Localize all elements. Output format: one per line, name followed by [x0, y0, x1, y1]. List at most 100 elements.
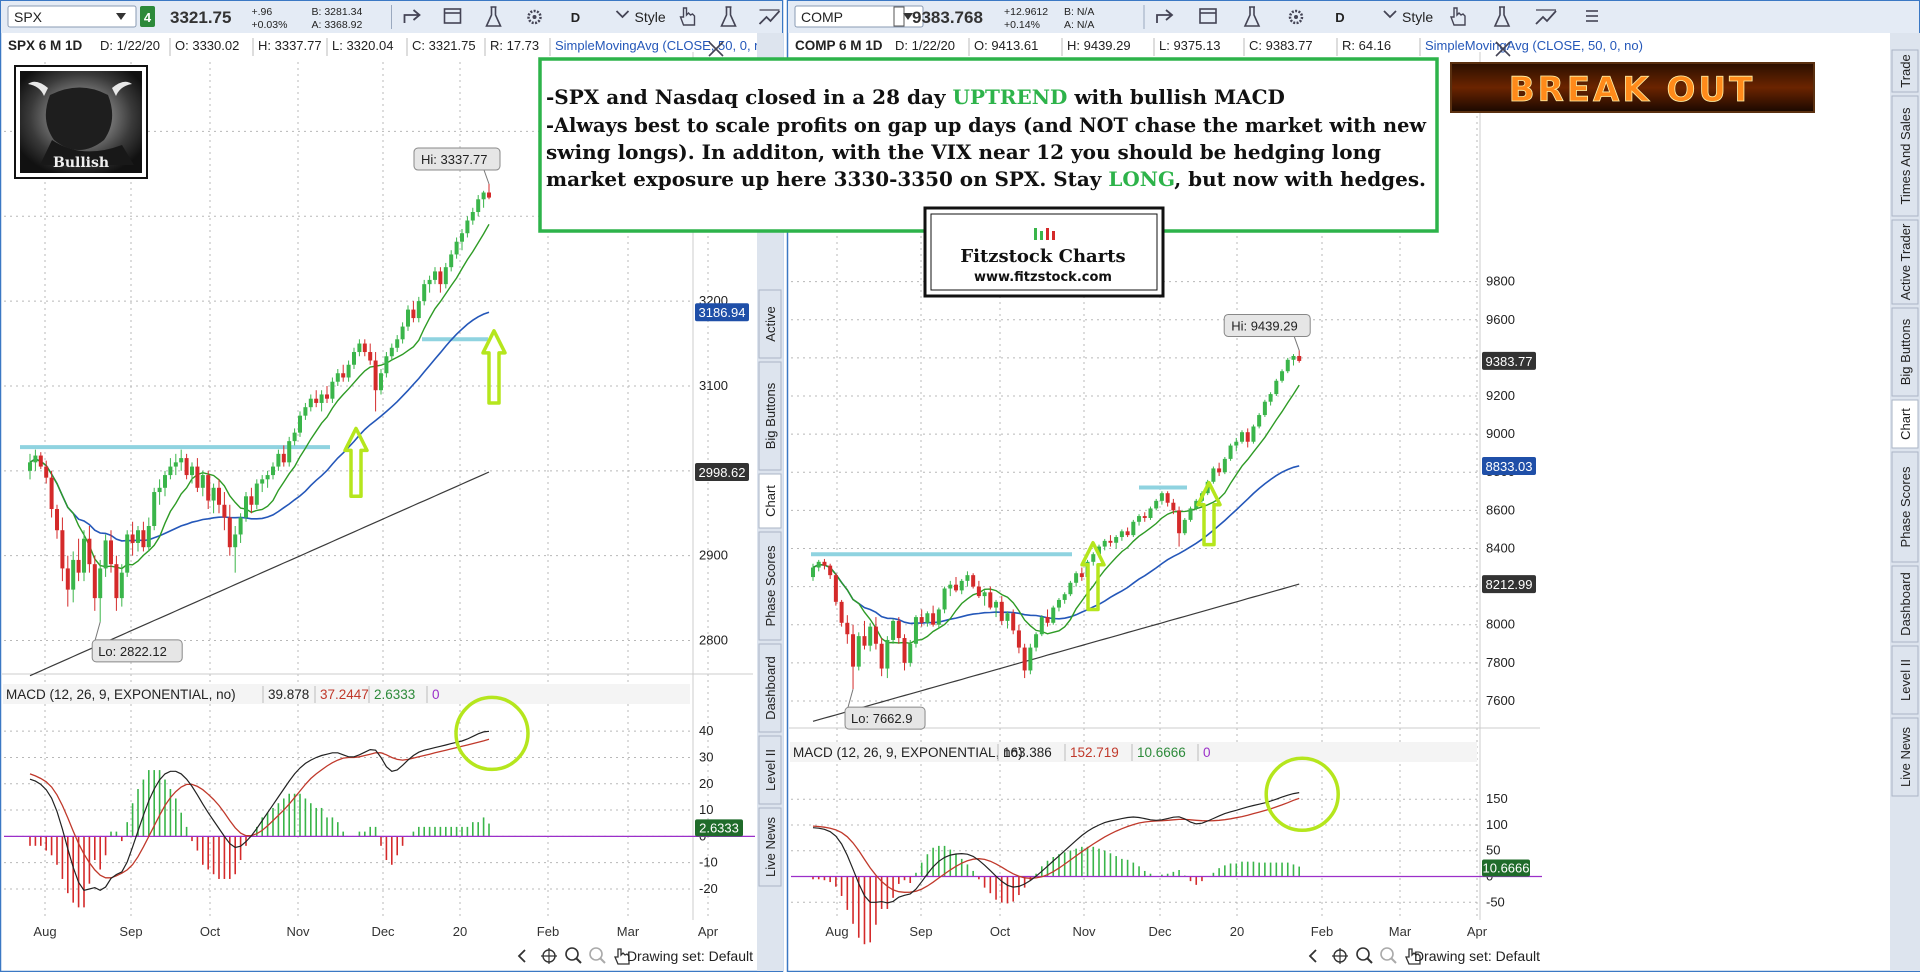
beaker-icon[interactable]: [1493, 6, 1511, 27]
candle-body: [833, 575, 838, 602]
net-change: +.96: [252, 6, 273, 18]
x-tick-label: Sep: [119, 924, 142, 939]
flask-icon[interactable]: [1243, 6, 1261, 27]
side-tab-dashboard[interactable]: [758, 643, 782, 733]
drawing-set-selector[interactable]: Drawing set: Default: [627, 948, 753, 964]
candle-body: [400, 326, 405, 340]
style-button[interactable]: Style: [1402, 9, 1433, 25]
last-price: 9383.768: [912, 8, 983, 27]
side-tab-level-ii[interactable]: [1891, 645, 1919, 715]
candle-body: [1274, 380, 1279, 395]
side-tab-label: Dashboard: [763, 656, 778, 720]
calendar-icon[interactable]: [443, 8, 462, 24]
bull-horns: [28, 81, 132, 96]
side-tab-label: Dashboard: [1898, 572, 1913, 636]
header-range: R: 17.73: [490, 38, 539, 53]
period-button[interactable]: D: [1335, 10, 1344, 25]
link-badge[interactable]: [140, 6, 155, 27]
logo-candle-icon: [1046, 228, 1049, 240]
side-tab-chart[interactable]: [1891, 399, 1919, 449]
side-tab-active[interactable]: [758, 289, 782, 359]
lo-label: Lo: 2822.12: [98, 644, 167, 659]
candle-body: [1137, 516, 1142, 522]
candle-body: [465, 220, 470, 234]
hand-icon[interactable]: [679, 7, 696, 26]
candle-body: [1114, 537, 1119, 543]
side-tab-trade[interactable]: [1891, 49, 1919, 93]
drawing-set-selector[interactable]: Drawing set: Default: [1414, 948, 1540, 964]
scroll-left-icon[interactable]: [1308, 949, 1317, 963]
hi-label: Hi: 9439.29: [1231, 318, 1298, 333]
candle-body: [368, 352, 373, 361]
candle-body: [1182, 519, 1187, 534]
side-tab-live-news[interactable]: [758, 807, 782, 887]
symbol-input[interactable]: [7, 5, 137, 28]
side-tab-times-and-sales[interactable]: [1891, 95, 1919, 217]
beaker-icon[interactable]: [720, 6, 737, 27]
candle-body: [103, 540, 108, 569]
zoom-out-icon[interactable]: [1380, 947, 1394, 961]
calendar-icon[interactable]: [1199, 8, 1217, 24]
hi-label-box: [1223, 313, 1311, 337]
side-tab-label: Trade: [1898, 54, 1913, 87]
side-tab-phase-scores[interactable]: [758, 531, 782, 641]
side-tab-label: Times And Sales: [1898, 107, 1913, 205]
side-tab-chart[interactable]: [758, 473, 782, 529]
symbol-selector[interactable]: SPX: [7, 5, 137, 28]
close-icon[interactable]: [708, 41, 724, 57]
share-icon[interactable]: [1156, 9, 1174, 23]
side-tab-active-trader[interactable]: [1891, 219, 1919, 305]
period-button[interactable]: D: [571, 10, 580, 25]
macd-badge-text: 10.6666: [1483, 861, 1530, 876]
macd-signal-line: [812, 797, 1300, 893]
candle-body: [384, 356, 389, 374]
candle-body: [373, 360, 378, 391]
scroll-left-icon[interactable]: [517, 949, 526, 963]
bull-head: [45, 87, 113, 150]
candle-body: [292, 432, 297, 442]
flask-icon[interactable]: [485, 6, 502, 27]
chevron-down-icon[interactable]: [116, 13, 126, 20]
logo-title: Fitzstock Charts: [960, 246, 1125, 267]
pan-icon[interactable]: [614, 948, 630, 965]
last-price: 3321.75: [170, 8, 231, 27]
price-tick-label: 8400: [1486, 540, 1515, 555]
candle-body: [271, 466, 275, 476]
side-tab-level-ii[interactable]: [758, 735, 782, 805]
symbol-selector[interactable]: COMP: [794, 5, 924, 28]
style-icon[interactable]: [1383, 10, 1397, 19]
candle-body: [114, 564, 119, 599]
close-icon[interactable]: [1495, 41, 1511, 57]
candle-body: [1188, 508, 1193, 520]
candle-body: [1142, 516, 1147, 518]
candle-body: [254, 483, 259, 505]
chevron-down-icon[interactable]: [903, 13, 913, 20]
candle-body: [179, 458, 184, 463]
style-button[interactable]: Style: [635, 9, 666, 25]
drawing-icon[interactable]: [1535, 10, 1557, 25]
side-tab-dashboard[interactable]: [1891, 565, 1919, 643]
link-icon[interactable]: [893, 6, 905, 27]
side-tab-big-buttons[interactable]: [1891, 307, 1919, 397]
style-icon[interactable]: [615, 10, 630, 19]
gear-icon[interactable]: [1288, 9, 1304, 25]
candle-body: [146, 525, 151, 548]
gear-icon[interactable]: [527, 9, 542, 25]
price-badge-last: [1482, 351, 1536, 370]
side-tab-big-buttons[interactable]: [758, 361, 782, 471]
pan-icon[interactable]: [1405, 948, 1421, 965]
candle-body: [902, 638, 907, 663]
price-tick-label: 9600: [1486, 312, 1515, 327]
hand-icon[interactable]: [1449, 7, 1466, 26]
share-icon[interactable]: [403, 9, 421, 23]
zoom-in-icon[interactable]: [1356, 947, 1370, 961]
side-tab-phase-scores[interactable]: [1891, 451, 1919, 563]
side-tab-live-news[interactable]: [1891, 717, 1919, 797]
zoom-in-icon[interactable]: [565, 947, 579, 961]
sma-200-line: [812, 583, 1300, 722]
symbol-input[interactable]: [794, 5, 924, 28]
zoom-out-icon[interactable]: [589, 947, 603, 961]
candle-body: [362, 343, 367, 353]
header-high: H: 3337.77: [258, 38, 322, 53]
drawing-icon[interactable]: [758, 10, 781, 25]
